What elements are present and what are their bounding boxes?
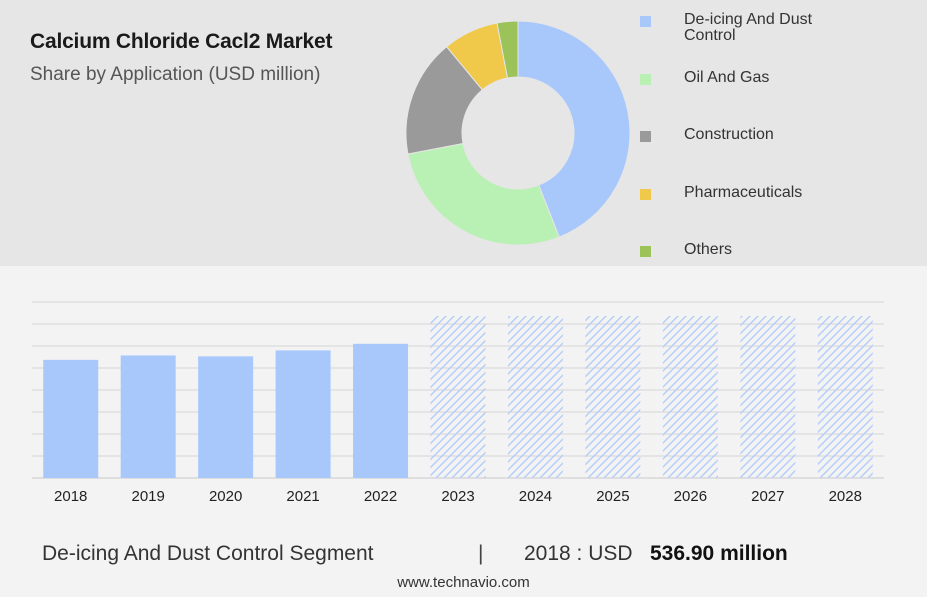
forecast-bar bbox=[740, 316, 796, 478]
legend-swatch bbox=[640, 188, 651, 200]
x-tick-label: 2028 bbox=[829, 488, 862, 505]
forecast-bar bbox=[507, 316, 563, 478]
donut-chart bbox=[405, 20, 631, 246]
legend-item: Oil And Gas bbox=[640, 68, 854, 86]
legend-label: Oil And Gas bbox=[684, 68, 770, 86]
legend-swatch bbox=[640, 131, 651, 142]
x-tick-label: 2020 bbox=[209, 488, 242, 505]
bar bbox=[198, 356, 254, 478]
legend-swatch bbox=[640, 73, 651, 85]
bar-chart: 2018 2019 2020 2021 2022 2023 2024 2025 2026 2027… bbox=[32, 301, 884, 505]
legend-label: Construction bbox=[684, 126, 774, 143]
x-tick-label: 2027 bbox=[751, 488, 784, 505]
legend-label: Others bbox=[684, 241, 733, 258]
x-tick-label: 2026 bbox=[674, 488, 707, 505]
footer: De-icing And Dust Control Segment | 2018… bbox=[42, 542, 902, 574]
x-tick-label: 2021 bbox=[286, 488, 319, 505]
x-tick-label: 2022 bbox=[364, 488, 397, 505]
forecast-bar bbox=[430, 316, 486, 478]
legend-swatch bbox=[640, 246, 651, 257]
footer-year-label: 2018 : USD bbox=[524, 542, 633, 565]
chart-subtitle: Share by Application (USD million) bbox=[30, 64, 321, 85]
legend-label: Pharmaceuticals bbox=[684, 183, 803, 201]
x-tick-label: 2018 bbox=[54, 488, 87, 505]
legend-item: De-icing And Dust Control bbox=[640, 12, 854, 44]
legend-item: Pharmaceuticals bbox=[640, 183, 854, 201]
forecast-bar bbox=[817, 316, 873, 478]
chart-title: Calcium Chloride Cacl2 Market bbox=[30, 30, 333, 53]
footer-separator: | bbox=[478, 542, 484, 565]
footer-value: 536.90 million bbox=[650, 542, 788, 565]
bar bbox=[120, 355, 176, 478]
forecast-bar bbox=[585, 316, 641, 478]
footer-segment: De-icing And Dust Control Segment bbox=[42, 542, 374, 565]
forecast-bar bbox=[662, 316, 718, 478]
source-link[interactable]: www.technavio.com bbox=[397, 574, 530, 591]
x-tick-label: 2024 bbox=[519, 488, 552, 505]
x-tick-label: 2023 bbox=[441, 488, 474, 505]
bar bbox=[275, 350, 331, 478]
donut-slice-others bbox=[496, 20, 519, 79]
legend: De-icing And Dust Control Oil And Gas Cons… bbox=[640, 12, 920, 262]
x-tick-label: 2019 bbox=[131, 488, 164, 505]
x-tick-label: 2025 bbox=[596, 488, 629, 505]
donut-slice-de-icing-and-dust-control bbox=[517, 20, 631, 238]
legend-swatch bbox=[640, 16, 651, 27]
bar bbox=[353, 343, 409, 478]
legend-label: De-icing And Dust Control bbox=[684, 11, 813, 44]
legend-item: Construction bbox=[640, 127, 854, 143]
bar bbox=[43, 359, 99, 478]
donut-slice-oil-and-gas bbox=[407, 142, 560, 246]
legend-item: Others bbox=[640, 242, 854, 258]
